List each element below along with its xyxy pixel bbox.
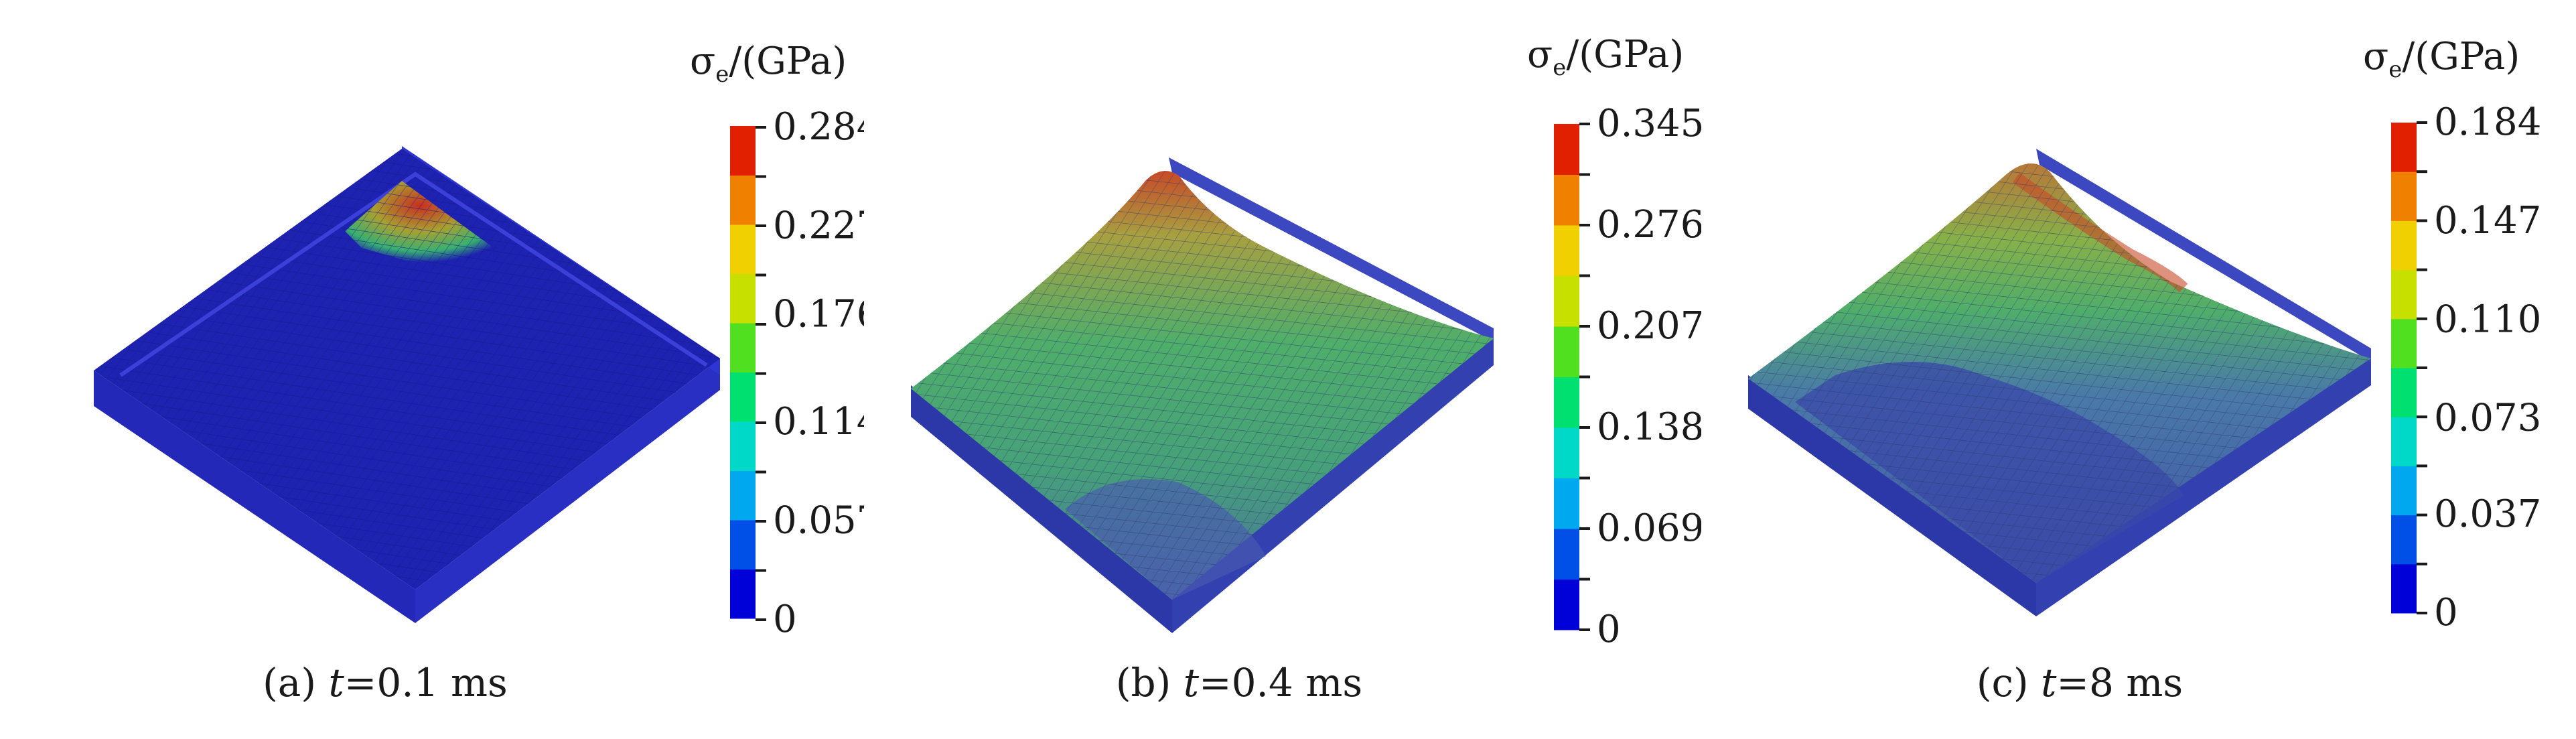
colorbar-tick-label: 0.069	[1597, 507, 1701, 550]
colorbar-tick-label: 0.037	[2434, 492, 2541, 536]
colorbar-band	[1554, 326, 1579, 377]
colorbar-title-a: σe/(GPa)	[690, 40, 847, 88]
colorbar-band	[2391, 563, 2417, 614]
colorbar-tick-label: 0.138	[1597, 405, 1701, 449]
colorbar-tick-label: 0.073	[2434, 397, 2541, 440]
panel-a: σe/(GPa) 0.284 0.227 0.176 0.114 0.057 0 (a) …	[0, 0, 864, 739]
colorbar-band	[1554, 124, 1579, 175]
colorbar-b: σe/(GPa) 0.345 0.276 0.207 0.138 0.069 0	[1527, 33, 1701, 651]
colorbar-band	[730, 323, 756, 373]
colorbar-band	[2391, 172, 2417, 221]
caption-b: (b) t=0.4 ms	[1115, 660, 1363, 706]
colorbar-tick-label: 0.176	[773, 293, 864, 336]
plate-mesh	[94, 149, 720, 590]
colorbar-band	[2391, 220, 2417, 271]
plate-side-left	[911, 385, 1172, 633]
colorbar-tick-label: 0.227	[773, 204, 864, 248]
colorbar-band	[2391, 269, 2417, 320]
colorbar-band	[1554, 174, 1579, 226]
plate-rim	[119, 172, 708, 377]
colorbar-a: σe/(GPa) 0.284 0.227 0.176 0.114 0.057 0	[690, 40, 864, 641]
caption-c: (c) t=8 ms	[1976, 660, 2184, 706]
colorbar-tick-label: 0	[773, 598, 797, 641]
plate-side-right	[2036, 348, 2371, 616]
colorbar-tick-label: 0.284	[773, 105, 864, 149]
plate-side-back	[1169, 157, 1494, 342]
plate-side-back	[2036, 149, 2371, 362]
plate-mesh	[1748, 163, 2371, 583]
colorbar-band	[2391, 123, 2417, 172]
colorbar-tick-label: 0.207	[1597, 304, 1701, 348]
colorbar-band	[730, 470, 756, 521]
colorbar-band	[730, 520, 756, 569]
caption-a: (a) t=0.1 ms	[263, 660, 508, 706]
colorbar-tick-label: 0	[1597, 608, 1621, 651]
colorbar-band	[1554, 579, 1579, 630]
colorbar-band	[730, 224, 756, 274]
colorbar-band	[2391, 417, 2417, 466]
stress-hotspot-mesh	[345, 181, 496, 263]
stress-contour-plate-c: σe/(GPa) 0.184 0.147 0.110 0.073 0.037 0	[1748, 35, 2541, 634]
colorbar-c: σe/(GPa) 0.184 0.147 0.110 0.073 0.037 0	[2363, 35, 2541, 634]
colorbar-tick-label: 0.114	[773, 400, 864, 444]
colorbar-title-b: σe/(GPa)	[1527, 33, 1684, 81]
plate-mesh	[911, 171, 1494, 600]
stress-contour-plate-b: σe/(GPa) 0.345 0.276 0.207 0.138 0.069 0	[911, 33, 1701, 651]
colorbar-tick-label: 0	[2434, 591, 2458, 634]
colorbar-title-c: σe/(GPa)	[2363, 35, 2520, 83]
colorbar-band	[730, 175, 756, 225]
colorbar-tick-label: 0.147	[2434, 199, 2541, 243]
colorbar-band	[1554, 478, 1579, 529]
plate-side-left	[1748, 375, 2036, 616]
colorbar-tick-label: 0.276	[1597, 203, 1701, 247]
colorbar-tick-label: 0.345	[1597, 102, 1701, 145]
stress-contour-plate-a: σe/(GPa) 0.284 0.227 0.176 0.114 0.057 0	[94, 40, 864, 641]
colorbar-tick-label: 0.184	[2434, 100, 2541, 144]
colorbar-band	[2391, 318, 2417, 368]
colorbar-band	[730, 126, 756, 176]
plate-side-right	[415, 358, 720, 623]
panel-c: σe/(GPa) 0.184 0.147 0.110 0.073 0.037 0 (c) …	[1701, 0, 2576, 739]
colorbar-band	[2391, 515, 2417, 565]
colorbar-band	[2391, 368, 2417, 417]
colorbar-band	[730, 273, 756, 324]
colorbar-band	[1554, 377, 1579, 428]
panel-b: σe/(GPa) 0.345 0.276 0.207 0.138 0.069 0 (b) …	[864, 0, 1701, 739]
colorbar-band	[2391, 466, 2417, 516]
plate-side-left	[94, 371, 415, 623]
colorbar-band	[1554, 529, 1579, 580]
colorbar-tick-label: 0.057	[773, 498, 864, 542]
colorbar-band	[1554, 275, 1579, 327]
colorbar-band	[1554, 225, 1579, 276]
colorbar-band	[730, 569, 756, 619]
colorbar-band	[730, 421, 756, 471]
colorbar-band	[730, 372, 756, 422]
colorbar-tick-label: 0.110	[2434, 297, 2541, 341]
colorbar-band	[1554, 427, 1579, 478]
